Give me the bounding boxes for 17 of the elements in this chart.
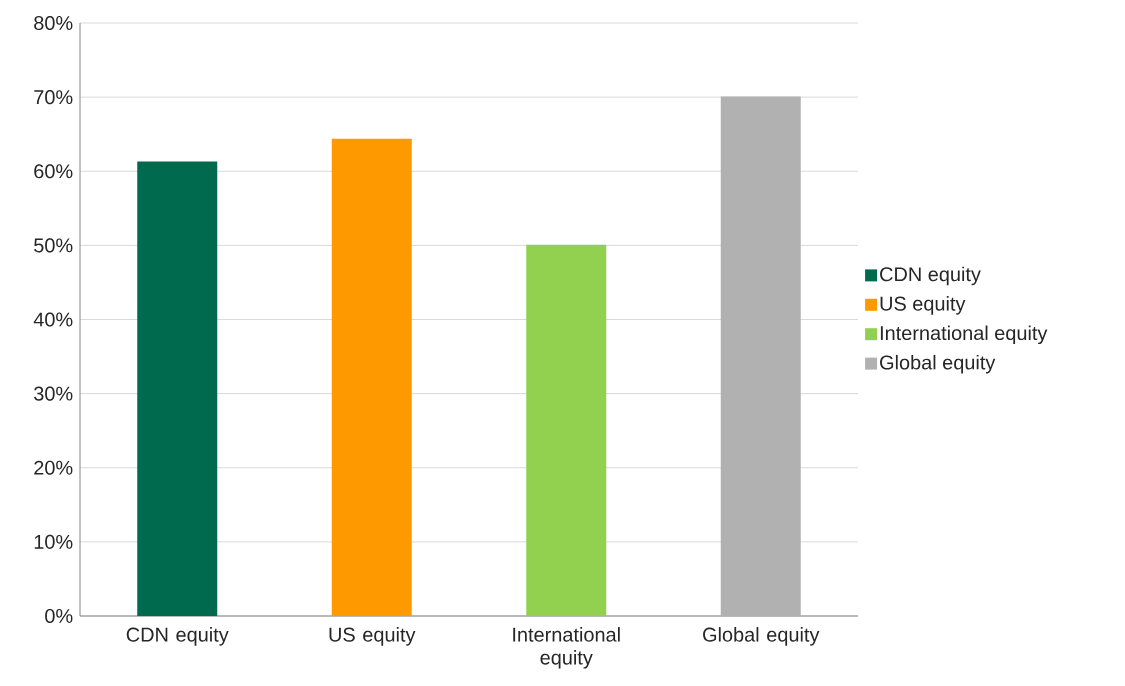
legend-label: Global equity	[880, 354, 996, 374]
x-tick-label: CDN equity	[126, 627, 229, 646]
y-tick-label: 50%	[34, 238, 73, 253]
y-tick-label: 80%	[34, 15, 73, 31]
x-tick-label: International equity	[513, 627, 620, 669]
legend-label: CDN equity	[880, 266, 981, 286]
legend-label: US equity	[880, 296, 966, 315]
y-tick-label: 40%	[33, 312, 73, 327]
y-tick-label: 60%	[34, 164, 73, 179]
y-tick-label: 20%	[34, 460, 73, 475]
y-tick-label: 0%	[45, 608, 73, 624]
y-tick-label: 30%	[34, 386, 73, 401]
x-tick-label: US equity	[329, 627, 416, 646]
legend-label: International equity	[880, 325, 1048, 345]
y-tick-label: 10%	[34, 534, 73, 549]
y-tick-label: 70%	[34, 90, 73, 105]
x-tick-label: Global equity	[703, 627, 820, 646]
